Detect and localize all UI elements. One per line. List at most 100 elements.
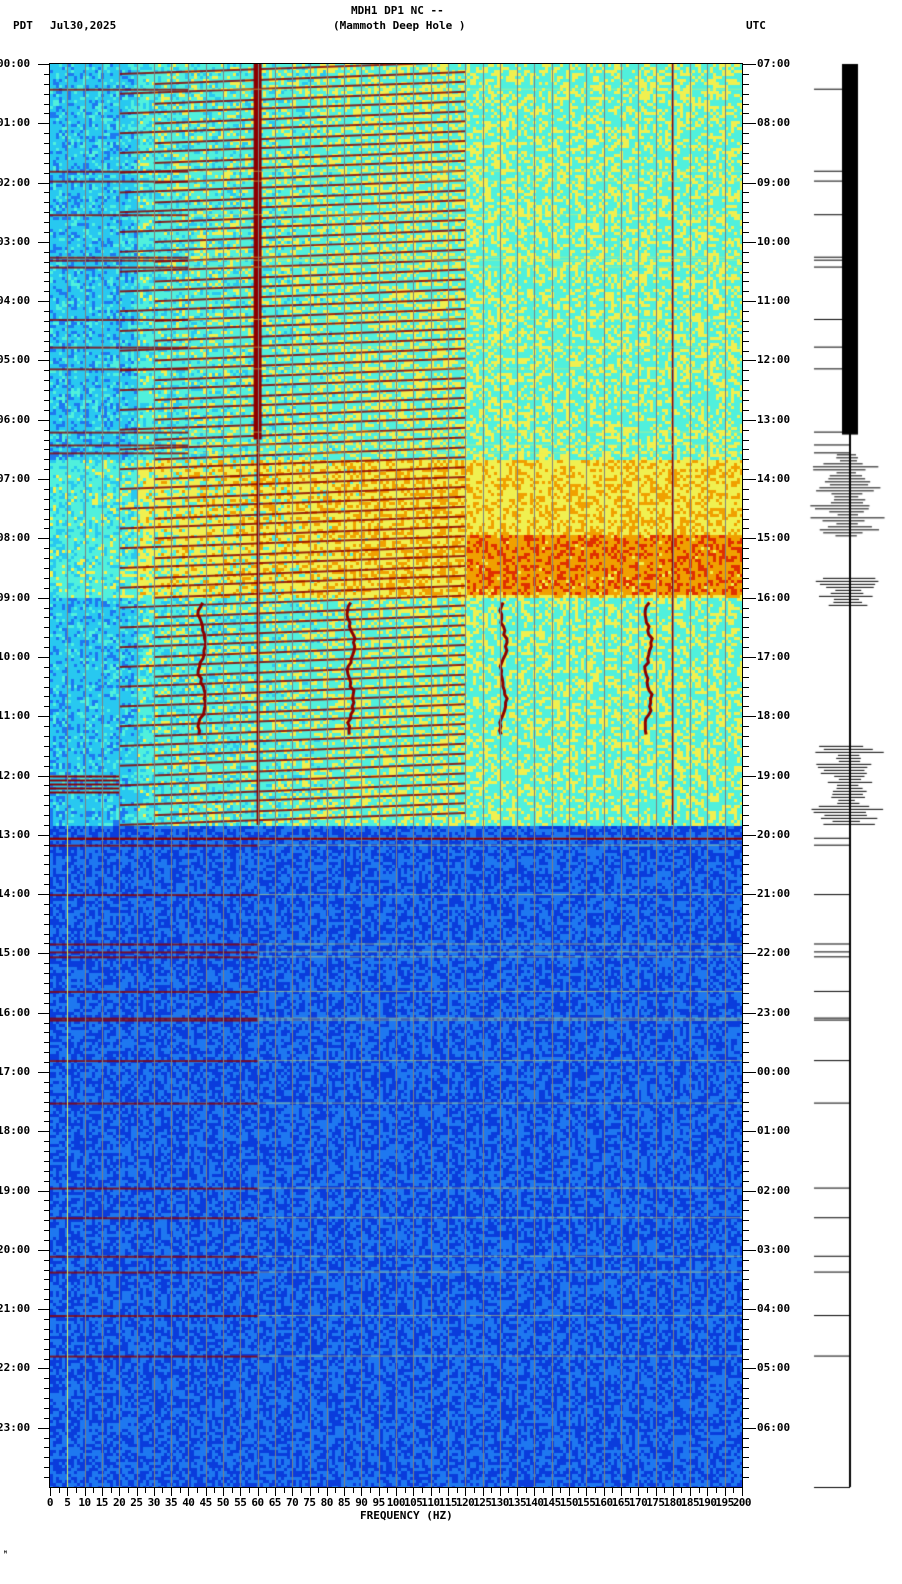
y-tick: [742, 272, 749, 273]
y-tick: [38, 1072, 50, 1073]
x-tick: [353, 1487, 354, 1493]
y-tick: [742, 1418, 749, 1419]
x-tick-label: 30: [147, 1496, 161, 1509]
x-tick-label: 195: [715, 1496, 734, 1509]
y-tick: [742, 815, 749, 816]
y-tick: [44, 351, 50, 352]
x-tick: [707, 1487, 708, 1496]
x-tick-label: 130: [490, 1496, 510, 1509]
y-tick: [742, 874, 749, 875]
y-tick: [44, 272, 50, 273]
y-tick: [742, 301, 756, 302]
x-tick-label: 145: [542, 1496, 561, 1509]
y-tick-label-utc: 07:00: [757, 57, 791, 70]
y-tick: [44, 548, 50, 549]
y-tick: [38, 1131, 50, 1132]
right-timezone-label: UTC: [746, 19, 766, 32]
y-tick: [742, 1092, 749, 1093]
x-tick: [422, 1487, 423, 1493]
y-tick: [44, 805, 50, 806]
y-tick: [44, 943, 50, 944]
y-tick-label-utc: 20:00: [757, 827, 791, 841]
y-tick: [44, 528, 50, 529]
x-tick: [742, 1487, 743, 1496]
y-tick: [44, 1398, 50, 1399]
y-tick: [44, 1299, 50, 1300]
y-tick: [742, 113, 749, 114]
x-tick-label: 165: [611, 1496, 631, 1509]
x-tick: [612, 1487, 613, 1493]
x-tick-label: 175: [646, 1496, 665, 1509]
y-tick: [44, 1329, 50, 1330]
x-tick: [534, 1487, 535, 1496]
y-tick: [44, 104, 50, 105]
y-tick: [44, 726, 50, 727]
y-tick: [44, 430, 50, 431]
y-tick: [742, 914, 749, 915]
y-tick: [44, 637, 50, 638]
x-tick: [335, 1487, 336, 1493]
y-tick: [742, 1319, 749, 1320]
y-tick: [44, 1032, 50, 1033]
y-tick: [742, 1210, 749, 1211]
y-tick: [44, 1230, 50, 1231]
x-tick: [664, 1487, 665, 1493]
y-tick: [742, 222, 749, 223]
y-tick: [44, 1378, 50, 1379]
y-tick: [44, 291, 50, 292]
y-tick: [742, 1240, 749, 1241]
y-tick: [742, 232, 749, 233]
y-tick: [742, 1072, 756, 1073]
y-tick-label-utc: 21:00: [757, 887, 791, 901]
x-tick: [284, 1487, 285, 1493]
y-tick: [44, 845, 50, 846]
y-tick: [44, 1408, 50, 1409]
y-tick: [742, 449, 749, 450]
y-tick: [742, 776, 756, 777]
y-tick: [44, 341, 50, 342]
y-tick: [44, 687, 50, 688]
y-tick: [44, 746, 50, 747]
y-tick: [44, 1438, 50, 1439]
y-tick: [44, 1270, 50, 1271]
y-tick-label-utc: 01:00: [757, 1124, 791, 1138]
y-tick: [742, 1200, 749, 1201]
x-tick-label: 50: [216, 1496, 230, 1509]
y-tick: [742, 657, 756, 658]
y-tick: [44, 914, 50, 915]
y-tick: [44, 904, 50, 905]
y-tick: [44, 1349, 50, 1350]
y-tick: [742, 1378, 749, 1379]
y-tick: [742, 736, 749, 737]
x-tick: [85, 1487, 86, 1496]
x-tick: [111, 1487, 112, 1493]
y-tick: [44, 864, 50, 865]
y-tick: [742, 687, 749, 688]
x-tick-label: 65: [268, 1496, 282, 1509]
y-tick: [742, 963, 749, 964]
y-tick: [742, 351, 749, 352]
y-tick: [44, 874, 50, 875]
y-tick: [742, 64, 756, 65]
y-tick: [742, 1289, 749, 1290]
y-tick: [742, 1467, 749, 1468]
y-tick-label-utc: 19:00: [757, 768, 791, 782]
x-tick-label: 140: [525, 1496, 544, 1509]
y-tick-label-pdt: 11:00: [0, 709, 31, 723]
x-tick-label: 155: [577, 1496, 596, 1509]
y-tick: [742, 1191, 756, 1192]
y-tick: [742, 1250, 756, 1251]
x-tick-label: 80: [320, 1496, 334, 1509]
y-tick: [742, 825, 749, 826]
y-tick: [742, 578, 749, 579]
y-tick: [38, 835, 50, 836]
y-tick: [44, 163, 50, 164]
y-tick: [742, 509, 749, 510]
spectrogram-plot: [50, 64, 742, 1487]
x-tick: [621, 1487, 622, 1496]
y-tick: [742, 321, 749, 322]
y-tick: [38, 953, 50, 954]
x-tick-label: 70: [286, 1496, 299, 1509]
y-tick: [742, 74, 749, 75]
x-tick: [483, 1487, 484, 1496]
